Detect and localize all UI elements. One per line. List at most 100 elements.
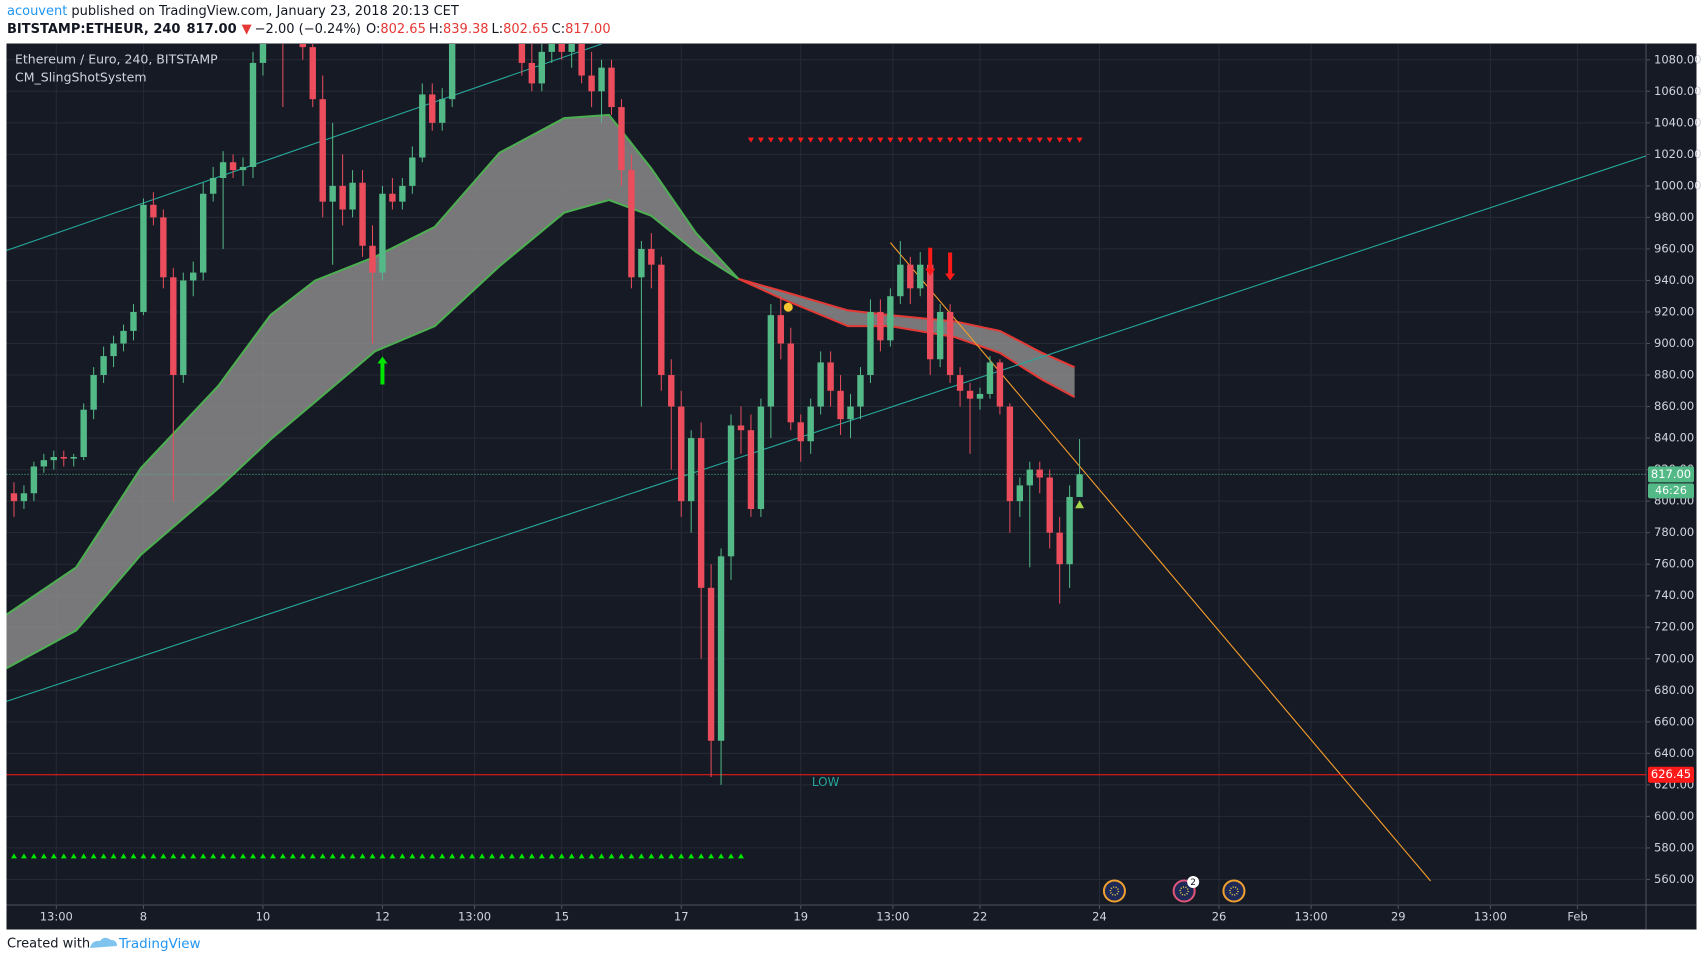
candle-body <box>1066 496 1073 565</box>
signal-marker <box>130 853 137 859</box>
candle-body <box>717 556 725 741</box>
author[interactable]: acouvent <box>7 4 67 19</box>
signal-marker <box>688 853 695 859</box>
event-icon[interactable]: 2 <box>1172 876 1200 903</box>
x-tick-label: 24 <box>1092 910 1107 924</box>
candle-body <box>80 409 87 458</box>
candle-body <box>548 44 555 52</box>
signal-marker <box>578 853 585 859</box>
footer-text: Created with <box>7 937 90 952</box>
candle-body <box>259 44 267 63</box>
footer-brand[interactable]: TradingView <box>118 936 201 952</box>
candle-body <box>229 162 237 171</box>
signal-marker <box>628 853 635 859</box>
event-icon[interactable] <box>1102 879 1126 903</box>
candle-body <box>598 67 605 92</box>
signal-marker <box>588 853 595 859</box>
candle-body <box>1016 485 1024 502</box>
candle-body <box>777 315 785 344</box>
signal-marker <box>1026 137 1033 143</box>
y-tick-label: 580.00 <box>1654 840 1694 854</box>
candle-body <box>588 75 595 92</box>
candle-body <box>976 393 984 399</box>
signal-marker <box>917 137 924 143</box>
trend-line <box>6 155 1646 702</box>
candle-body <box>439 99 446 123</box>
candle-body <box>419 94 426 158</box>
signal-marker <box>857 137 864 143</box>
x-tick-label: 10 <box>256 910 271 924</box>
header-line: acouvent published on TradingView.com, Ja… <box>7 4 459 19</box>
signal-marker <box>937 137 944 143</box>
signal-marker <box>479 853 486 859</box>
signal-marker <box>847 137 854 143</box>
candle-body <box>448 44 456 100</box>
signal-marker <box>240 853 247 859</box>
candle-body <box>30 466 38 494</box>
candle-body <box>897 264 904 297</box>
candle-body <box>578 44 585 76</box>
y-tick-label: 1000.00 <box>1654 178 1702 192</box>
arrow-signal <box>377 356 388 385</box>
signal-marker <box>459 853 466 859</box>
x-tick-label: 13:00 <box>458 910 491 924</box>
signal-marker <box>986 137 993 143</box>
candle-body <box>190 272 197 281</box>
candle-body <box>678 406 685 502</box>
signal-marker <box>678 853 685 859</box>
signal-marker <box>419 853 426 859</box>
signal-marker <box>210 853 217 859</box>
event-core <box>1179 886 1189 896</box>
candle-body <box>1056 532 1063 565</box>
candle-body <box>847 406 854 420</box>
ohlc-value: 802.65 <box>380 22 426 37</box>
candle-body <box>199 193 207 273</box>
signal-marker <box>518 853 525 859</box>
x-tick-label: 17 <box>674 910 689 924</box>
signal-marker <box>140 853 147 859</box>
candle-body <box>628 170 635 278</box>
signal-marker <box>1056 137 1063 143</box>
signal-marker <box>50 853 57 859</box>
band-line <box>6 113 740 616</box>
signal-marker <box>429 853 436 859</box>
price-tag-label: 817.00 <box>1651 467 1691 481</box>
candle-body <box>827 362 834 391</box>
y-tick-label: 700.00 <box>1654 651 1694 665</box>
candle-body <box>986 362 994 394</box>
candle-body <box>797 422 804 442</box>
candle-body <box>70 457 77 459</box>
y-tick-label: 760.00 <box>1654 557 1694 571</box>
triangle-signal <box>1075 500 1085 509</box>
signal-marker <box>170 853 177 859</box>
candle-body <box>558 44 565 52</box>
chart-title: Ethereum / Euro, 240, BITSTAMP <box>15 52 218 67</box>
x-tick-label: Feb <box>1567 910 1587 924</box>
signal-marker <box>528 853 535 859</box>
signal-marker <box>817 137 824 143</box>
candle-body <box>877 311 884 341</box>
y-tick-label: 780.00 <box>1654 525 1694 539</box>
signal-marker <box>309 853 316 859</box>
signal-marker <box>70 853 77 859</box>
candle-body <box>1036 469 1043 478</box>
signal-marker <box>449 853 456 859</box>
candle-body <box>209 177 217 194</box>
signal-marker <box>150 853 157 859</box>
signal-marker <box>807 137 814 143</box>
signal-marker <box>90 853 97 859</box>
candle-body <box>249 62 257 167</box>
event-badge <box>1187 876 1200 888</box>
signal-marker <box>947 137 954 143</box>
candle-body <box>170 277 177 376</box>
symbol: BITSTAMP:ETHEUR, 240 <box>7 22 180 37</box>
candle-body <box>329 185 336 202</box>
signal-marker <box>299 853 306 859</box>
signal-marker <box>698 853 705 859</box>
signal-marker <box>907 137 914 143</box>
candle-body <box>568 44 575 52</box>
candle-body <box>936 311 944 360</box>
event-icon[interactable] <box>1222 879 1246 903</box>
y-tick-label: 1080.00 <box>1654 52 1702 66</box>
signal-marker <box>568 853 575 859</box>
